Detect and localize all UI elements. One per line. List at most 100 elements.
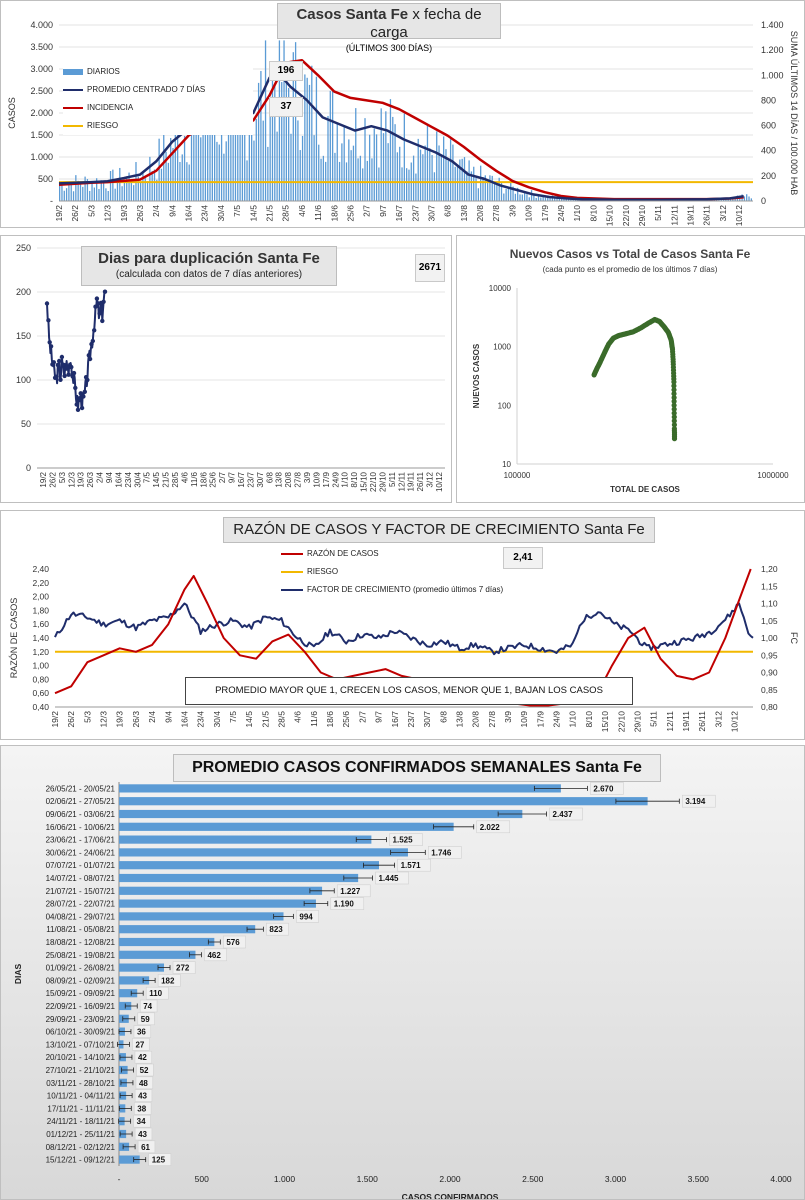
cases-daily-bar bbox=[130, 182, 133, 201]
legend-item-promedio: PROMEDIO CENTRADO 7 DÍAS bbox=[63, 85, 205, 94]
scatter-point bbox=[671, 402, 677, 408]
cases-daily-bar bbox=[107, 190, 109, 201]
cases-daily-bar bbox=[422, 154, 424, 201]
doubling-xtick: 16/7 bbox=[237, 471, 246, 487]
doubling-point bbox=[86, 353, 92, 358]
cases-daily-bar bbox=[510, 181, 512, 201]
cases-daily-bar bbox=[276, 131, 278, 201]
weekly-category-label: 11/08/21 - 05/08/21 bbox=[46, 925, 115, 934]
weekly-value-label: 1.190 bbox=[334, 900, 355, 909]
cases-y2tick: 0 bbox=[761, 196, 766, 206]
ratio-xtick: 1/10 bbox=[568, 711, 578, 728]
cases-daily-bar bbox=[63, 190, 65, 201]
weekly-category-label: 15/12/21 - 09/12/21 bbox=[46, 1156, 116, 1165]
ratio-xtick: 25/6 bbox=[341, 711, 351, 728]
doubling-point bbox=[74, 402, 79, 407]
scatter-subtitle: (cada punto es el promedio de los último… bbox=[543, 265, 718, 274]
weekly-bar bbox=[119, 873, 359, 883]
doubling-xtick: 26/3 bbox=[86, 471, 95, 487]
cases-daily-bar bbox=[440, 155, 442, 201]
cases-xtick: 27/8 bbox=[491, 205, 501, 222]
doubling-line bbox=[46, 291, 106, 411]
cases-daily-bar bbox=[123, 180, 126, 201]
cases-daily-bar bbox=[318, 144, 320, 201]
doubling-ytick: 50 bbox=[21, 419, 31, 429]
cases-daily-bar bbox=[734, 198, 736, 201]
cases-daily-bar bbox=[193, 110, 195, 201]
ratio-xtick: 11/6 bbox=[309, 711, 319, 727]
cases-daily-bar bbox=[489, 175, 491, 201]
cases-daily-bar bbox=[375, 134, 378, 201]
cases-daily-bar bbox=[505, 188, 507, 201]
cases-daily-bar bbox=[424, 145, 426, 201]
ratio-xtick: 4/6 bbox=[293, 711, 303, 723]
cases-daily-bar bbox=[389, 99, 392, 201]
weekly-value-box bbox=[204, 948, 227, 962]
cases-xtick: 28/5 bbox=[281, 205, 291, 222]
ratio-xtick: 26/3 bbox=[131, 711, 141, 728]
cases-xtick: 6/8 bbox=[443, 205, 453, 217]
cases-daily-bar bbox=[311, 65, 313, 201]
cases-daily-bar bbox=[144, 176, 146, 201]
cases-daily-bar bbox=[362, 168, 364, 201]
cases-daily-bar bbox=[396, 152, 399, 201]
doubling-xtick: 8/10 bbox=[350, 471, 359, 487]
panel-scatter-chart: Nuevos Casos vs Total de Casos Santa Fe (… bbox=[456, 235, 805, 503]
cases-daily-bar bbox=[544, 197, 547, 201]
weekly-value-label: 34 bbox=[137, 1117, 146, 1126]
doubling-point bbox=[85, 377, 90, 383]
cases-daily-bar bbox=[176, 127, 179, 201]
doubling-xtick: 3/9 bbox=[303, 471, 312, 483]
ratio-ytick: 1,80 bbox=[32, 605, 49, 615]
ratio-y2tick: 1,10 bbox=[761, 599, 778, 609]
cases-daily-bar bbox=[417, 138, 419, 201]
weekly-value-box bbox=[590, 782, 624, 795]
cases-daily-bar bbox=[517, 187, 519, 201]
scatter-point bbox=[671, 410, 677, 416]
cases-y2tick: 1.000 bbox=[761, 70, 784, 80]
weekly-value-label: 36 bbox=[137, 1028, 146, 1037]
cases-xtick: 9/7 bbox=[378, 205, 388, 217]
cases-daily-bar bbox=[447, 160, 449, 201]
cases-xtick: 3/12 bbox=[718, 205, 728, 222]
weekly-xlabel: CASOS CONFIRMADOS bbox=[402, 1192, 499, 1199]
weekly-value-box bbox=[223, 935, 246, 949]
doubling-xtick: 14/5 bbox=[152, 471, 161, 487]
doubling-xtick: 20/8 bbox=[284, 471, 293, 487]
doubling-xtick: 22/10 bbox=[369, 471, 378, 492]
doubling-xtick: 21/5 bbox=[162, 471, 171, 487]
weekly-category-label: 20/10/21 - 14/10/21 bbox=[46, 1053, 116, 1062]
cases-daily-bar bbox=[308, 84, 311, 201]
weekly-value-label: 74 bbox=[143, 1002, 152, 1011]
cases-daily-bar bbox=[537, 195, 540, 201]
weekly-bar bbox=[119, 809, 523, 819]
cases-daily-bar bbox=[244, 111, 246, 201]
cases-daily-bar bbox=[93, 187, 95, 201]
legend-swatch-avg bbox=[63, 88, 83, 91]
cases-ytick: 2.500 bbox=[30, 86, 53, 96]
weekly-value-box bbox=[134, 1089, 153, 1102]
cases-daily-bar bbox=[540, 197, 542, 201]
doubling-point bbox=[59, 354, 65, 360]
cases-daily-bar bbox=[743, 196, 746, 201]
weekly-category-label: 14/07/21 - 08/07/21 bbox=[46, 874, 116, 883]
doubling-point bbox=[102, 289, 108, 294]
cases-daily-bar bbox=[496, 184, 498, 201]
doubling-point bbox=[61, 362, 66, 367]
weekly-value-box bbox=[133, 1114, 151, 1128]
cases-ytick: 500 bbox=[38, 174, 53, 184]
cases-daily-bar bbox=[163, 132, 165, 201]
ratio-legend-label-razon: RAZÓN DE CASOS bbox=[307, 549, 379, 558]
cases-daily-bar bbox=[359, 155, 362, 201]
ratio-xtick: 9/7 bbox=[374, 711, 384, 723]
cases-daily-bar bbox=[209, 90, 211, 201]
cases-daily-bar bbox=[454, 166, 456, 201]
scatter-title: Nuevos Casos vs Total de Casos Santa Fe bbox=[510, 247, 751, 261]
cases-daily-bar bbox=[304, 74, 306, 201]
doubling-xtick: 24/9 bbox=[331, 471, 340, 487]
cases-daily-bar bbox=[301, 135, 304, 201]
cases-xtick: 5/3 bbox=[86, 205, 96, 217]
weekly-value-box bbox=[133, 1102, 152, 1115]
cases-daily-bar bbox=[253, 140, 255, 201]
doubling-point bbox=[93, 304, 98, 309]
